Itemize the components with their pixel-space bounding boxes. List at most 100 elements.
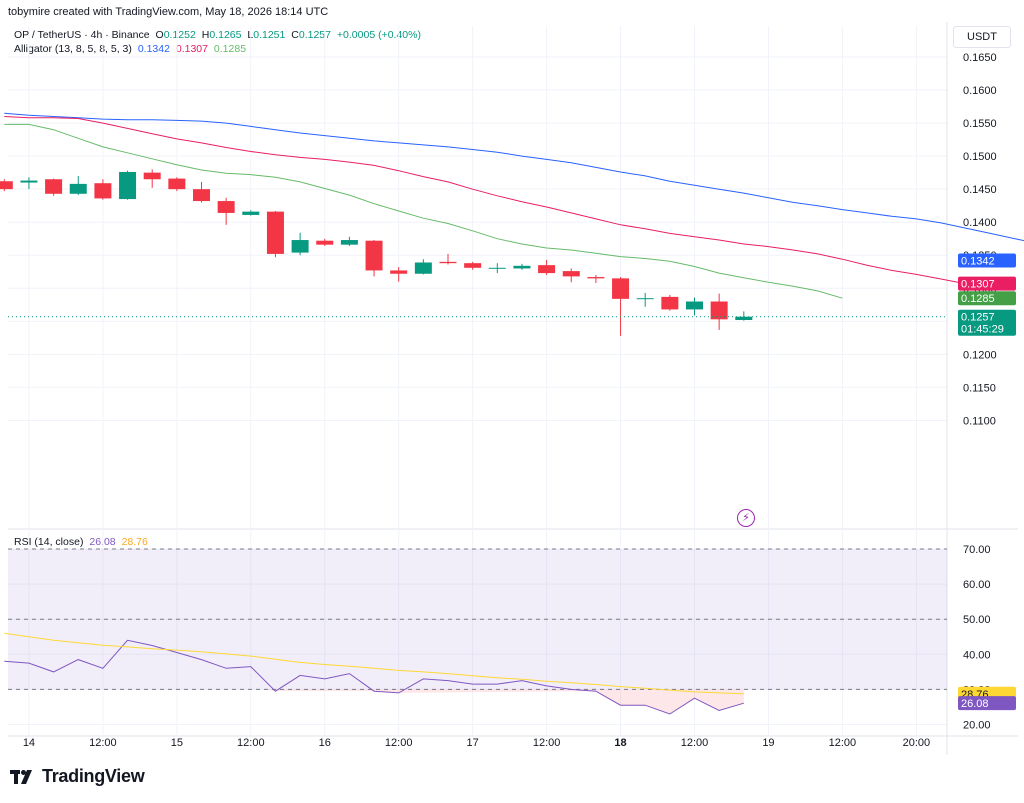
open-label: O bbox=[155, 29, 164, 41]
rsi-label[interactable]: RSI (14, close) bbox=[14, 536, 84, 548]
candle-body bbox=[69, 183, 87, 194]
tradingview-logo-icon bbox=[10, 769, 32, 784]
candle-body bbox=[340, 240, 358, 245]
rsi-oversold-fill bbox=[263, 689, 744, 714]
price-tick-label: 0.1450 bbox=[963, 184, 997, 196]
candle-body bbox=[94, 183, 112, 199]
alligator-jaw-value: 0.1342 bbox=[137, 43, 170, 55]
candle-body bbox=[291, 240, 309, 253]
time-tick-label: 12:00 bbox=[533, 737, 561, 749]
time-tick-label: 15 bbox=[171, 737, 183, 749]
candle-body bbox=[0, 181, 13, 190]
alligator-lips-value: 0.1285 bbox=[213, 43, 247, 55]
candle-body bbox=[538, 265, 556, 274]
candle-body bbox=[414, 262, 432, 274]
symbol-title[interactable]: OP / TetherUS · 4h · Binance bbox=[14, 29, 150, 41]
symbol-legend: OP / TetherUS · 4h · Binance O0.1252 H0.… bbox=[14, 29, 424, 41]
price-tick-label: 0.1600 bbox=[963, 85, 997, 97]
high-value: 0.1265 bbox=[209, 29, 242, 41]
time-tick-label: 19 bbox=[762, 737, 774, 749]
candle-body bbox=[390, 270, 408, 274]
price-tick-label: 0.1500 bbox=[963, 151, 997, 163]
candle-body bbox=[464, 263, 482, 268]
rsi-band-background bbox=[8, 549, 947, 690]
rsi-line bbox=[4, 639, 744, 715]
time-tick-label: 20:00 bbox=[903, 737, 931, 749]
time-tick-label: 12:00 bbox=[681, 737, 709, 749]
rsi-value-badge-text: 26.08 bbox=[961, 698, 989, 710]
lips-price-badge-text: 0.1285 bbox=[961, 293, 995, 305]
candle-body bbox=[20, 180, 38, 183]
rsi-value-badge bbox=[958, 696, 1016, 711]
last-price-badge bbox=[958, 309, 1016, 336]
open-value: 0.1252 bbox=[163, 29, 196, 41]
price-tick-label: 0.1550 bbox=[963, 118, 997, 130]
lightning-icon[interactable]: ⚡︎ bbox=[737, 509, 755, 527]
candle-body bbox=[365, 240, 383, 271]
candle-body bbox=[612, 278, 630, 299]
time-tick-label: 12:00 bbox=[385, 737, 413, 749]
change-value: +0.0005 (+0.40%) bbox=[336, 29, 421, 41]
candles bbox=[0, 169, 753, 336]
low-value: 0.1251 bbox=[253, 29, 286, 41]
candle-body bbox=[636, 298, 654, 300]
currency-button[interactable]: USDT bbox=[953, 26, 1011, 48]
close-value: 0.1257 bbox=[298, 29, 331, 41]
chart-credit: tobymire created with TradingView.com, M… bbox=[8, 6, 329, 18]
lips-price-badge bbox=[958, 291, 1016, 306]
last-price-badge-text: 01:45:29 bbox=[961, 324, 1004, 336]
alligator-jaw-line bbox=[4, 112, 1024, 242]
price-tick-label: 0.1400 bbox=[963, 217, 997, 229]
time-tick-label: 12:00 bbox=[237, 737, 265, 749]
candle-body bbox=[587, 277, 605, 279]
price-tick-label: 0.1200 bbox=[963, 349, 997, 361]
high-label: H bbox=[201, 29, 210, 41]
candle-body bbox=[119, 171, 137, 200]
teeth-price-badge bbox=[958, 276, 1016, 291]
rsi-tick-label: 50.00 bbox=[963, 614, 991, 626]
tradingview-logo: TradingView bbox=[10, 766, 145, 787]
time-tick-label: 18 bbox=[614, 737, 626, 749]
rsi-tick-label: 40.00 bbox=[963, 649, 991, 661]
last-price-badge-text: 0.1257 bbox=[961, 312, 995, 324]
grid bbox=[8, 26, 947, 735]
tradingview-logo-text: TradingView bbox=[42, 766, 145, 786]
jaw-price-badge bbox=[958, 253, 1016, 268]
alligator-teeth-line bbox=[4, 116, 966, 285]
candle-body bbox=[217, 201, 235, 213]
candle-body bbox=[735, 316, 753, 320]
candle-body bbox=[45, 179, 63, 194]
rsi-tick-label: 70.00 bbox=[963, 544, 991, 556]
candle-body bbox=[488, 267, 506, 269]
rsi-ma-line bbox=[4, 632, 744, 695]
candle-body bbox=[143, 172, 161, 180]
time-tick-label: 16 bbox=[319, 737, 331, 749]
teeth-price-badge-text: 0.1307 bbox=[961, 279, 995, 291]
candle-body bbox=[242, 211, 260, 215]
candle-body bbox=[193, 189, 210, 202]
rsi-ma-value: 28.76 bbox=[121, 536, 148, 548]
candle-body bbox=[661, 296, 679, 310]
time-tick-label: 14 bbox=[23, 737, 35, 749]
time-tick-label: 12:00 bbox=[89, 737, 117, 749]
alligator-teeth-value: 0.1307 bbox=[175, 43, 208, 55]
candle-body bbox=[513, 265, 531, 269]
time-tick-label: 12:00 bbox=[829, 737, 857, 749]
rsi-tick-label: 20.00 bbox=[963, 720, 991, 732]
candle-body bbox=[562, 271, 580, 277]
time-tick-label: 17 bbox=[467, 737, 479, 749]
candle-body bbox=[168, 178, 186, 190]
price-tick-label: 0.1150 bbox=[963, 382, 996, 394]
candle-body bbox=[266, 211, 284, 254]
candle-body bbox=[439, 261, 457, 264]
candle-body bbox=[316, 240, 334, 245]
rsi-tick-label: 60.00 bbox=[963, 579, 991, 591]
candle-body bbox=[710, 301, 728, 320]
close-label: C bbox=[291, 29, 299, 41]
price-tick-label: 0.1650 bbox=[963, 52, 997, 64]
jaw-price-badge-text: 0.1342 bbox=[961, 256, 995, 268]
alligator-lips-line bbox=[4, 123, 843, 299]
price-tick-label: 0.1100 bbox=[963, 415, 996, 427]
candle-body bbox=[686, 301, 703, 310]
